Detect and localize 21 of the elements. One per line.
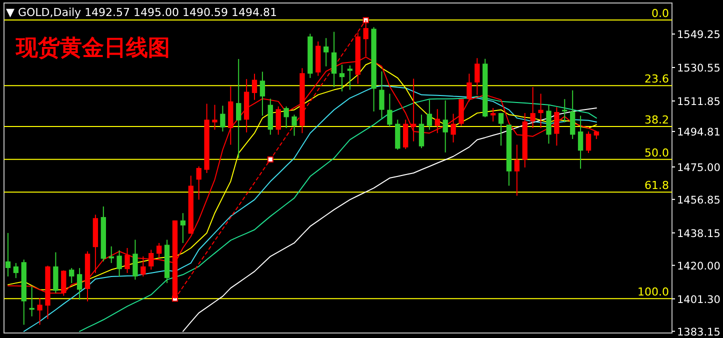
annotation: 23.6 — [644, 72, 669, 86]
annotation: 0.0 — [652, 7, 669, 20]
point — [267, 156, 274, 162]
y-tick-label: 1438.15 — [677, 228, 720, 240]
y-tick-label: 1494.81 — [677, 126, 720, 138]
annotation: 100.0 — [638, 286, 669, 299]
y-tick-label: 1549.25 — [677, 29, 720, 42]
text: 现货黄金日线图 — [15, 35, 170, 61]
annotation: ▼ GOLD,Daily 1492.57 1495.00 1490.59 1494.81 — [6, 6, 278, 19]
y-tick-label: 1456.85 — [677, 194, 720, 206]
y-tick-label: 1401.30 — [677, 294, 720, 306]
annotation: 61.8 — [644, 179, 669, 192]
y-tick-label: 1530.55 — [677, 62, 720, 75]
y-tick-label: 1475.00 — [677, 162, 720, 174]
annotation: 50.0 — [644, 146, 669, 160]
y-tick-label: 1511.85 — [677, 96, 720, 108]
y-tick-label: 1383.15 — [677, 326, 720, 338]
line-series — [182, 108, 597, 332]
annotation: 38.2 — [644, 113, 669, 126]
y-tick-label: 1420.00 — [677, 260, 720, 272]
point — [362, 17, 369, 24]
